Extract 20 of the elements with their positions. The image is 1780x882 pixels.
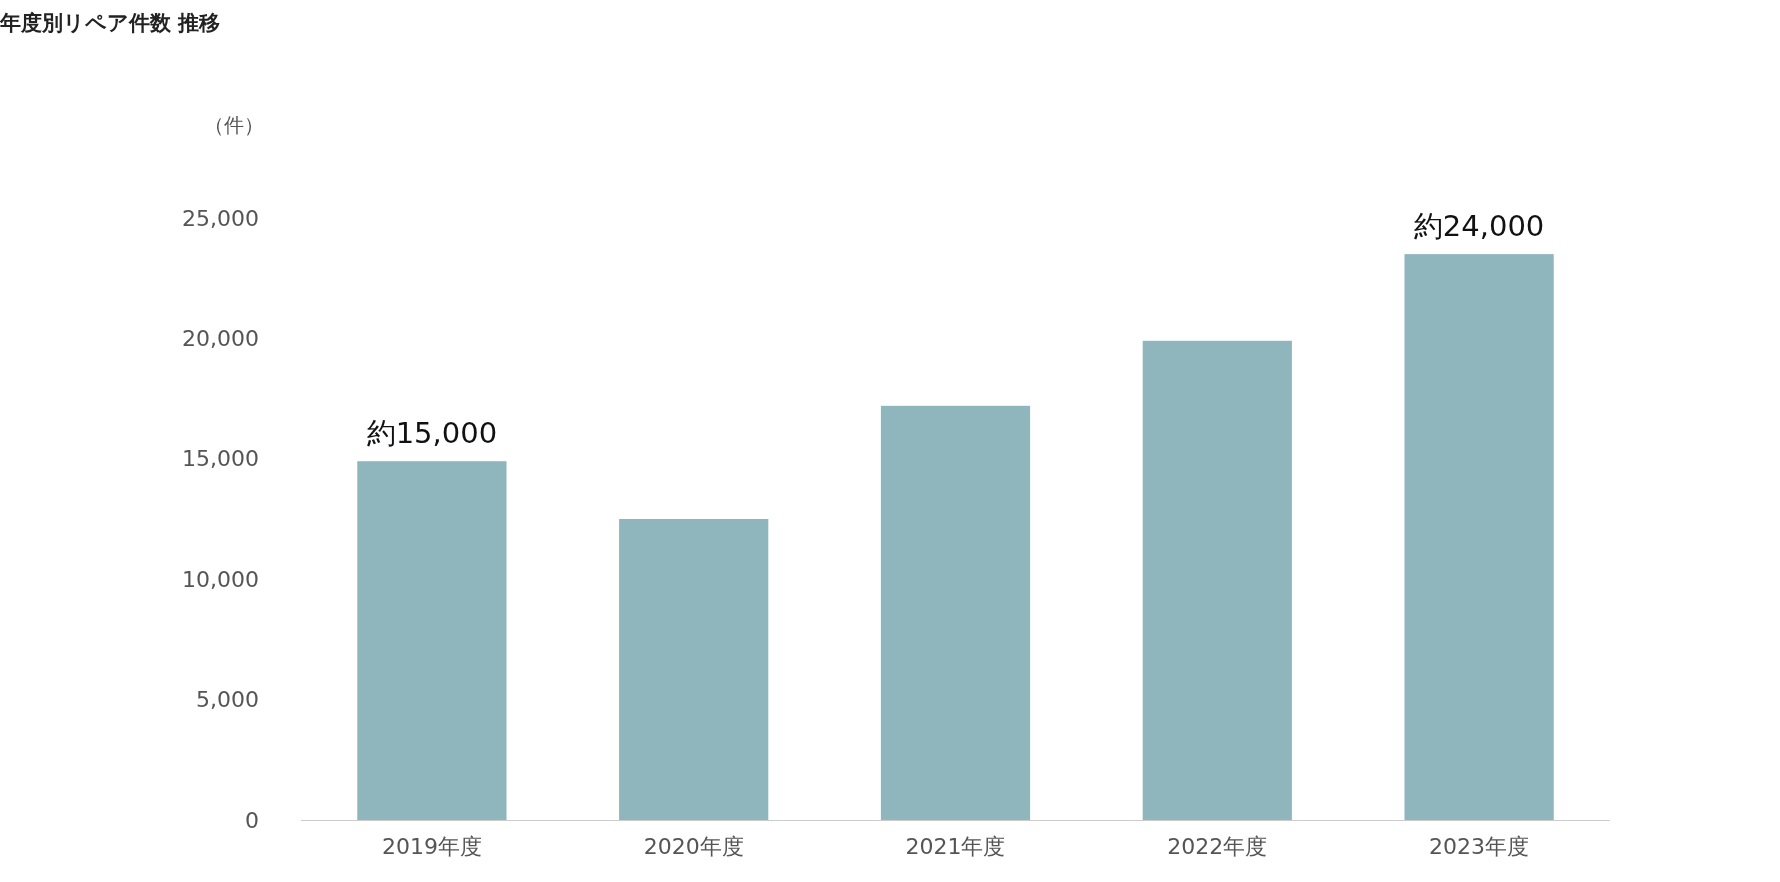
- y-tick-label: 25,000: [182, 205, 259, 231]
- bar: [357, 461, 507, 820]
- bar: [880, 405, 1031, 820]
- x-tick-label: 2023年度: [1429, 833, 1530, 859]
- x-tick-label: 2021年度: [905, 833, 1006, 859]
- y-tick-label: 5,000: [196, 687, 259, 713]
- y-tick-label: 10,000: [182, 566, 259, 592]
- bar: [1142, 340, 1292, 820]
- data-label: 約15,000: [366, 416, 498, 451]
- x-tick-label: 2019年度: [381, 833, 482, 859]
- y-axis-title: （件）: [204, 113, 264, 137]
- y-tick-label: 15,000: [182, 446, 259, 472]
- x-tick-label: 2022年度: [1167, 833, 1268, 859]
- y-tick-label: 0: [245, 807, 259, 833]
- bar: [1404, 254, 1554, 820]
- text: 年度別リペア件数 推移: [0, 11, 221, 35]
- data-label: 約24,000: [1413, 209, 1545, 244]
- x-tick-label: 2020年度: [643, 833, 744, 859]
- bar: [619, 519, 769, 820]
- y-tick-label: 20,000: [182, 325, 259, 351]
